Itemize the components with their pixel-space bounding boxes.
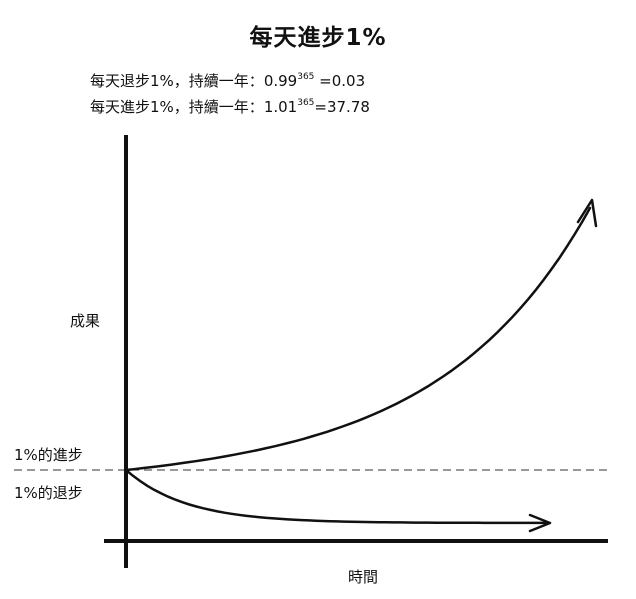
formula-decline: 每天退步1%，持續一年：0.99365 =0.03: [90, 70, 365, 91]
formula-decline-prefix: 每天退步1%，持續一年：: [90, 72, 264, 90]
formula-decline-base: 0.99: [263, 72, 298, 90]
formula-improve-prefix: 每天進步1%，持續一年：: [90, 98, 264, 116]
formula-improve: 每天進步1%，持續一年：1.01365=37.78: [90, 96, 370, 117]
chart-title: 每天進步1%: [249, 25, 387, 51]
decline-curve: [124, 468, 550, 525]
x-axis-label: 時間: [348, 568, 379, 586]
improve-arrowhead: [576, 198, 598, 228]
improve-curve: [124, 206, 592, 472]
formula-improve-exponent: 365: [297, 98, 315, 108]
decline-arrowhead: [528, 513, 552, 533]
label-decline: 1%的退步: [14, 484, 83, 502]
formula-improve-base: 1.01: [263, 98, 298, 116]
formula-decline-result: =0.03: [314, 72, 366, 90]
formula-decline-exponent: 365: [297, 72, 315, 82]
y-axis-label: 成果: [70, 312, 101, 330]
label-improve: 1%的進步: [14, 446, 83, 464]
formula-improve-result: =37.78: [314, 98, 370, 116]
